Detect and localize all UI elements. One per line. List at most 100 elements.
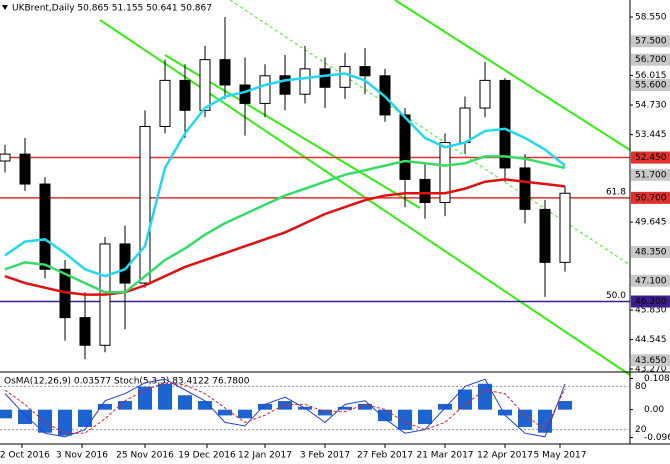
- level-label: 43.650: [635, 356, 667, 366]
- osma-bar: [458, 389, 472, 410]
- stoch-line: [4, 378, 566, 438]
- candle-body: [479, 79, 491, 109]
- osma-bar: [0, 409, 12, 419]
- candle-body: [199, 59, 211, 111]
- candle-body: [259, 75, 271, 104]
- candle-body: [439, 142, 451, 203]
- level-box: [631, 274, 670, 287]
- osma-bar: [98, 403, 112, 410]
- stoch-tick-label: 80: [635, 382, 647, 392]
- level-box: [631, 151, 670, 164]
- candle-body: [539, 208, 551, 263]
- candle-body: [559, 192, 571, 263]
- osma-bar: [418, 409, 432, 425]
- x-tick-label: 25 Nov 2016: [116, 451, 174, 461]
- level-box: [631, 191, 670, 204]
- moving-average: [4, 72, 566, 278]
- osma-bar: [518, 409, 532, 427]
- osma-bar: [78, 409, 92, 427]
- osma-bar: [398, 409, 412, 430]
- level-label: 48.350: [635, 247, 667, 257]
- trend-line: [229, 0, 631, 266]
- stoch-line: [4, 382, 566, 434]
- moving-average: [4, 178, 566, 296]
- level-label: 51.700: [635, 170, 667, 180]
- candle-body: [459, 107, 471, 144]
- candle-body: [419, 178, 431, 203]
- level-box: [631, 168, 670, 181]
- osma-tick-label: -0.09681: [644, 433, 670, 443]
- level-box: [631, 78, 670, 91]
- x-tick-label: 12 Oct 2016: [0, 451, 50, 461]
- symbol-marker: [2, 5, 8, 10]
- x-tick-label: 19 Dec 2016: [178, 451, 236, 461]
- chart-title: UKBrent,Daily 50.865 51.155 50.641 50.86…: [12, 4, 212, 14]
- candle-body: [139, 125, 151, 284]
- level-label: 52.450: [635, 153, 667, 163]
- candle-body: [79, 317, 91, 346]
- osma-bar: [238, 409, 252, 419]
- level-label: 57.500: [635, 37, 667, 47]
- level-label: 56.700: [635, 55, 667, 65]
- osma-bar: [38, 409, 52, 433]
- candle-body: [399, 114, 411, 180]
- osma-bar: [198, 401, 212, 410]
- x-tick-label: 12 Jan 2017: [238, 451, 292, 461]
- osma-bar: [438, 403, 452, 410]
- y-tick-label: 58.550: [635, 13, 667, 23]
- osma-bar: [318, 409, 332, 416]
- candle-body: [0, 153, 11, 162]
- osma-bar: [138, 386, 152, 410]
- osma-bar: [558, 401, 572, 410]
- y-tick-label: 44.545: [635, 335, 667, 345]
- candle-body: [279, 75, 291, 95]
- y-tick-label: 49.645: [635, 218, 667, 228]
- osma-bar: [378, 409, 392, 422]
- candle-body: [159, 79, 171, 127]
- stoch-tick-label: 20: [635, 425, 647, 435]
- y-tick-label: 43.270: [635, 365, 667, 375]
- moving-average: [4, 155, 566, 294]
- level-label: 46.200: [635, 297, 667, 307]
- osma-bar: [338, 406, 352, 410]
- osma-bar: [18, 409, 32, 425]
- x-tick-label: 3 Feb 2017: [300, 451, 350, 461]
- channel-line: [394, 0, 631, 151]
- x-tick-label: 27 Feb 2017: [357, 451, 413, 461]
- candle-body: [219, 59, 231, 86]
- osma-bar: [498, 409, 512, 416]
- x-tick-label: 12 Apr 2017: [477, 451, 533, 461]
- candle-body: [499, 79, 511, 169]
- osma-bar: [278, 401, 292, 410]
- osma-bar: [218, 409, 232, 416]
- plot: [0, 17, 630, 360]
- osma-bar: [118, 401, 132, 410]
- level-box: [631, 295, 670, 308]
- candle-body: [39, 183, 51, 270]
- level-box: [631, 354, 670, 367]
- osma-tick-label: 0.10842: [644, 374, 670, 384]
- level-label: 55.600: [635, 80, 667, 90]
- x-tick-label: 3 Nov 2016: [56, 451, 108, 461]
- x-tick-label: 21 Mar 2017: [416, 451, 473, 461]
- level-box: [631, 35, 670, 48]
- candle-body: [239, 84, 251, 104]
- candle-body: [339, 66, 351, 88]
- level-box: [631, 245, 670, 258]
- osma-bar: [478, 383, 492, 410]
- candle-body: [179, 79, 191, 111]
- level-label: 47.100: [635, 276, 667, 286]
- candle-body: [359, 66, 371, 77]
- candle-body: [319, 68, 331, 88]
- fib-label: 50.0: [606, 291, 626, 301]
- fib-label: 61.8: [606, 187, 626, 197]
- osma-bar: [358, 403, 372, 410]
- candle-body: [19, 153, 31, 185]
- y-tick-label: 53.445: [635, 130, 667, 140]
- osma-bar: [158, 383, 172, 410]
- osma-tick-label: 0.00: [644, 405, 664, 415]
- level-label: 50.700: [635, 193, 667, 203]
- y-tick-label: 54.730: [635, 101, 667, 111]
